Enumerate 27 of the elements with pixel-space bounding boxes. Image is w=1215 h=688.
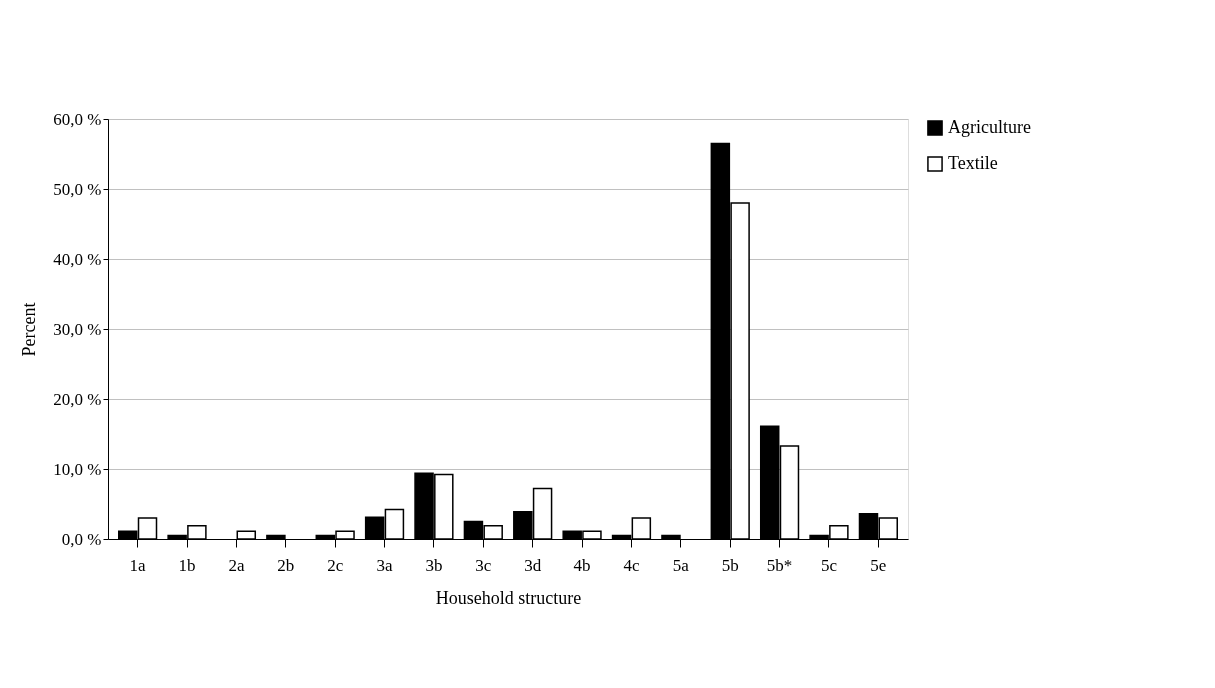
- legend-label: Textile: [948, 153, 998, 173]
- y-tick-label: 30,0 %: [53, 319, 102, 339]
- y-tick-label: 20,0 %: [53, 389, 102, 409]
- y-tick-label: 40,0 %: [53, 249, 102, 269]
- x-axis-title: Household structure: [435, 587, 582, 608]
- x-tick-label: 1a: [129, 555, 147, 575]
- x-tick-label: 5c: [820, 555, 838, 575]
- y-tick-label: 10,0 %: [53, 459, 102, 479]
- y-axis-title: Percent: [19, 302, 40, 357]
- x-tick-label: 4b: [573, 555, 591, 575]
- x-tick-label: 5a: [672, 555, 690, 575]
- x-tick-label: 1b: [178, 555, 196, 575]
- x-tick-label: 2a: [228, 555, 245, 575]
- x-tick-label: 4c: [623, 555, 640, 575]
- y-tick-label: 60,0 %: [53, 109, 102, 129]
- x-tick-label: 5b: [721, 555, 739, 575]
- x-tick-label: 3b: [425, 555, 443, 575]
- legend-label: Agriculture: [948, 117, 1031, 137]
- y-tick-label: 50,0 %: [53, 179, 102, 199]
- x-tick-label: 3c: [475, 555, 492, 575]
- x-tick-label: 3a: [376, 555, 394, 575]
- x-tick-label: 2b: [277, 555, 295, 575]
- x-tick-label: 5e: [870, 555, 887, 575]
- x-tick-label: 2c: [327, 555, 344, 575]
- y-tick-label: 0,0 %: [61, 529, 102, 549]
- x-tick-label: 3d: [524, 555, 542, 575]
- x-tick-label: 5b*: [766, 555, 793, 575]
